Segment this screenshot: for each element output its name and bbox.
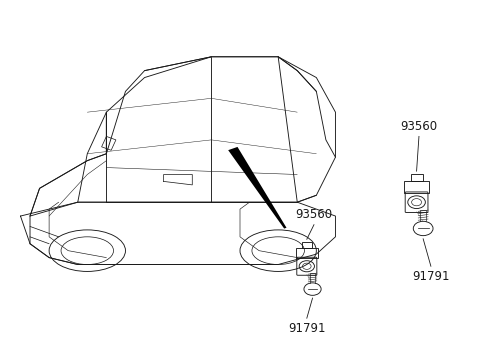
Bar <box>404 181 429 193</box>
Text: 93560: 93560 <box>295 208 333 221</box>
Bar <box>296 248 318 258</box>
Text: 91791: 91791 <box>288 322 325 335</box>
Bar <box>301 242 312 248</box>
Text: 93560: 93560 <box>400 120 438 133</box>
Bar <box>410 174 422 181</box>
Text: 91791: 91791 <box>412 270 450 283</box>
Polygon shape <box>228 147 287 229</box>
